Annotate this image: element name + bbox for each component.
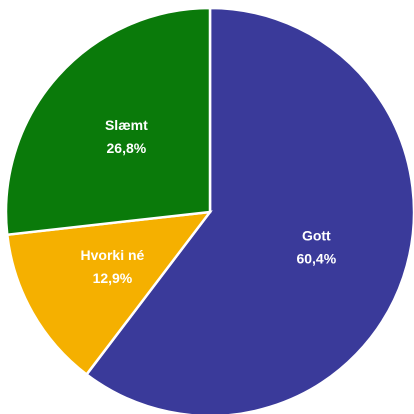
- slice-label: Hvorki né: [81, 247, 145, 263]
- pie-slice: [84, 6, 414, 414]
- slice-label: Slæmt: [105, 117, 148, 133]
- slice-label: Gott: [302, 228, 331, 244]
- slice-value-label: 12,9%: [93, 270, 133, 286]
- slice-value-label: 60,4%: [296, 251, 336, 267]
- slice-value-label: 26,8%: [107, 140, 147, 156]
- pie-slice: [4, 6, 212, 237]
- pie-slice: [5, 210, 213, 377]
